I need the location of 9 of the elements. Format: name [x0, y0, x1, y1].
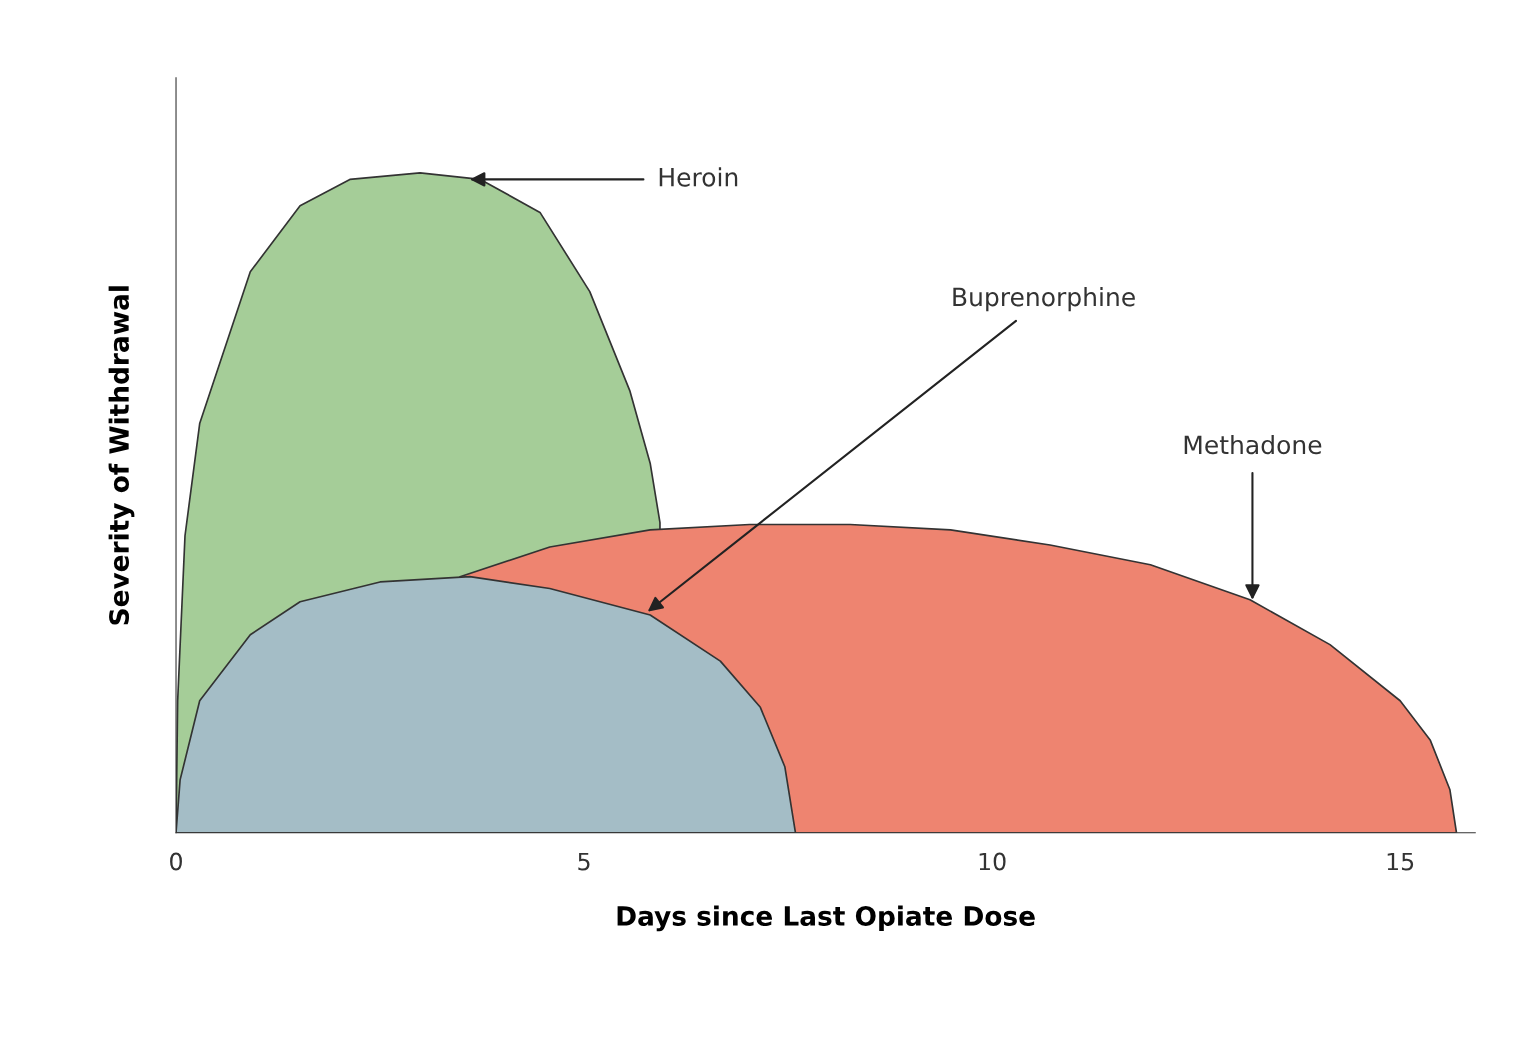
x-tick-label: 10 [979, 852, 1006, 871]
x-tick-label: 5 [578, 852, 590, 871]
x-tick-label: 15 [1387, 852, 1414, 871]
y-axis-title: Severity of Withdrawal [108, 286, 135, 625]
x-tick-label: 0 [170, 852, 182, 871]
annotation: Heroin [659, 167, 738, 187]
annotation: Methadone [1184, 434, 1322, 455]
annotation: Buprenorphine [953, 287, 1135, 312]
x-axis-title: Days since Last Opiate Dose [617, 905, 1035, 932]
